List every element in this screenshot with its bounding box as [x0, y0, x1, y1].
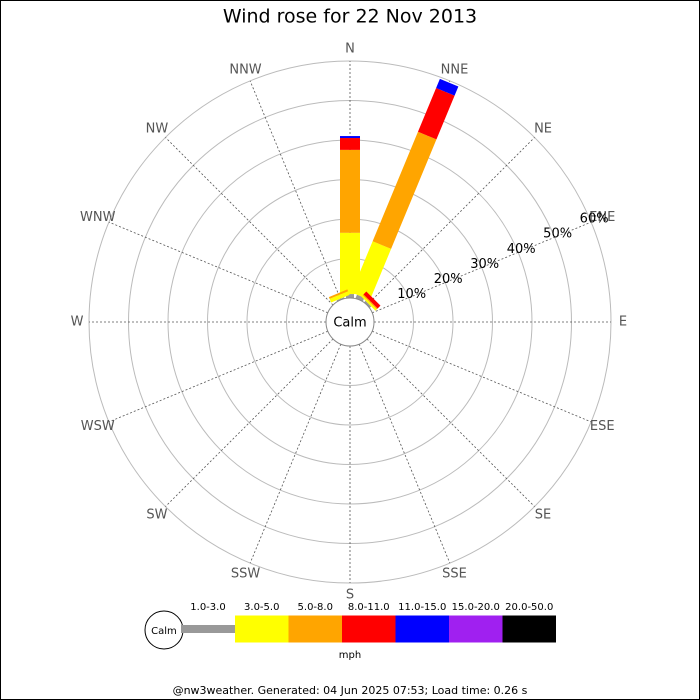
direction-label: WNW: [80, 210, 116, 225]
r-tick-label: 10%: [397, 287, 426, 302]
footer: @nw3weather. Generated: 04 Jun 2025 07:5…: [173, 684, 528, 697]
bar-segment: [363, 291, 381, 309]
bar-segment: [436, 78, 459, 96]
r-tick-label: 60%: [580, 212, 609, 227]
legend: Calm mph 1.0-3.0 3.0-5.0 5.0-8.0 8.0-11.0 11…: [144, 602, 556, 661]
r-tick-label: 20%: [434, 272, 463, 287]
bar-segment: [346, 294, 354, 298]
direction-label: E: [619, 315, 627, 330]
legend-label: 11.0-15.0: [398, 602, 446, 613]
direction-label: NE: [534, 121, 552, 136]
spoke: [165, 338, 334, 507]
bar-segment: [340, 136, 360, 139]
direction-label: NNE: [441, 62, 469, 77]
spoke: [372, 330, 592, 423]
spoke: [249, 344, 342, 564]
direction-label: SSW: [231, 567, 261, 582]
direction-label: S: [346, 588, 354, 603]
legend-swatch: [502, 615, 556, 643]
legend-swatch: [181, 625, 235, 633]
r-tick-label: 50%: [543, 227, 572, 242]
direction-label: NNW: [229, 62, 261, 77]
legend-label: 20.0-50.0: [505, 602, 553, 613]
direction-label: ENE: [589, 210, 615, 225]
legend-swatch: [449, 615, 503, 643]
direction-label: SW: [146, 508, 167, 523]
spoke: [108, 221, 328, 314]
legend-swatch: [288, 615, 342, 643]
bar-segment: [372, 131, 437, 249]
spoke: [366, 137, 535, 306]
bar-segment: [340, 232, 360, 295]
bar-segment: [364, 300, 372, 308]
legend-unit: mph: [339, 650, 361, 661]
calm-label: Calm: [333, 316, 366, 331]
legend-calm-label: Calm: [151, 626, 177, 637]
bar-segment: [351, 241, 392, 301]
legend-label: 15.0-20.0: [452, 602, 500, 613]
bar-segment: [329, 291, 350, 303]
legend-swatch: [235, 615, 289, 643]
direction-label: WSW: [81, 419, 115, 434]
direction-label: W: [71, 315, 84, 330]
spoke: [249, 80, 342, 300]
direction-label: ESE: [590, 419, 615, 434]
direction-label: N: [345, 42, 355, 57]
bar-segment: [328, 289, 349, 299]
bar-segment: [362, 294, 378, 310]
spoke: [165, 137, 334, 306]
legend-swatch: [342, 615, 396, 643]
r-tick-label: 40%: [507, 242, 536, 257]
direction-label: SSE: [442, 567, 467, 582]
legend-label: 1.0-3.0: [190, 602, 225, 613]
calm-circle: [325, 297, 375, 347]
spoke: [372, 221, 592, 314]
spoke: [366, 338, 535, 507]
legend-label: 3.0-5.0: [244, 602, 279, 613]
direction-label: SE: [535, 508, 551, 523]
r-tick-label: 30%: [470, 257, 499, 272]
chart-title: Wind rose for 22 Nov 2013: [223, 6, 477, 28]
spoke: [108, 330, 328, 423]
bars: [328, 78, 459, 311]
bar-segment: [355, 294, 365, 302]
legend-swatch: [395, 615, 449, 643]
spoke: [358, 344, 451, 564]
legend-label: 5.0-8.0: [298, 602, 333, 613]
bar-segment: [417, 87, 455, 140]
bar-segment: [340, 149, 360, 233]
bar-segment: [340, 138, 360, 150]
bar-segment: [361, 295, 377, 311]
direction-label: NW: [146, 121, 169, 136]
legend-label: 8.0-11.0: [348, 602, 390, 613]
